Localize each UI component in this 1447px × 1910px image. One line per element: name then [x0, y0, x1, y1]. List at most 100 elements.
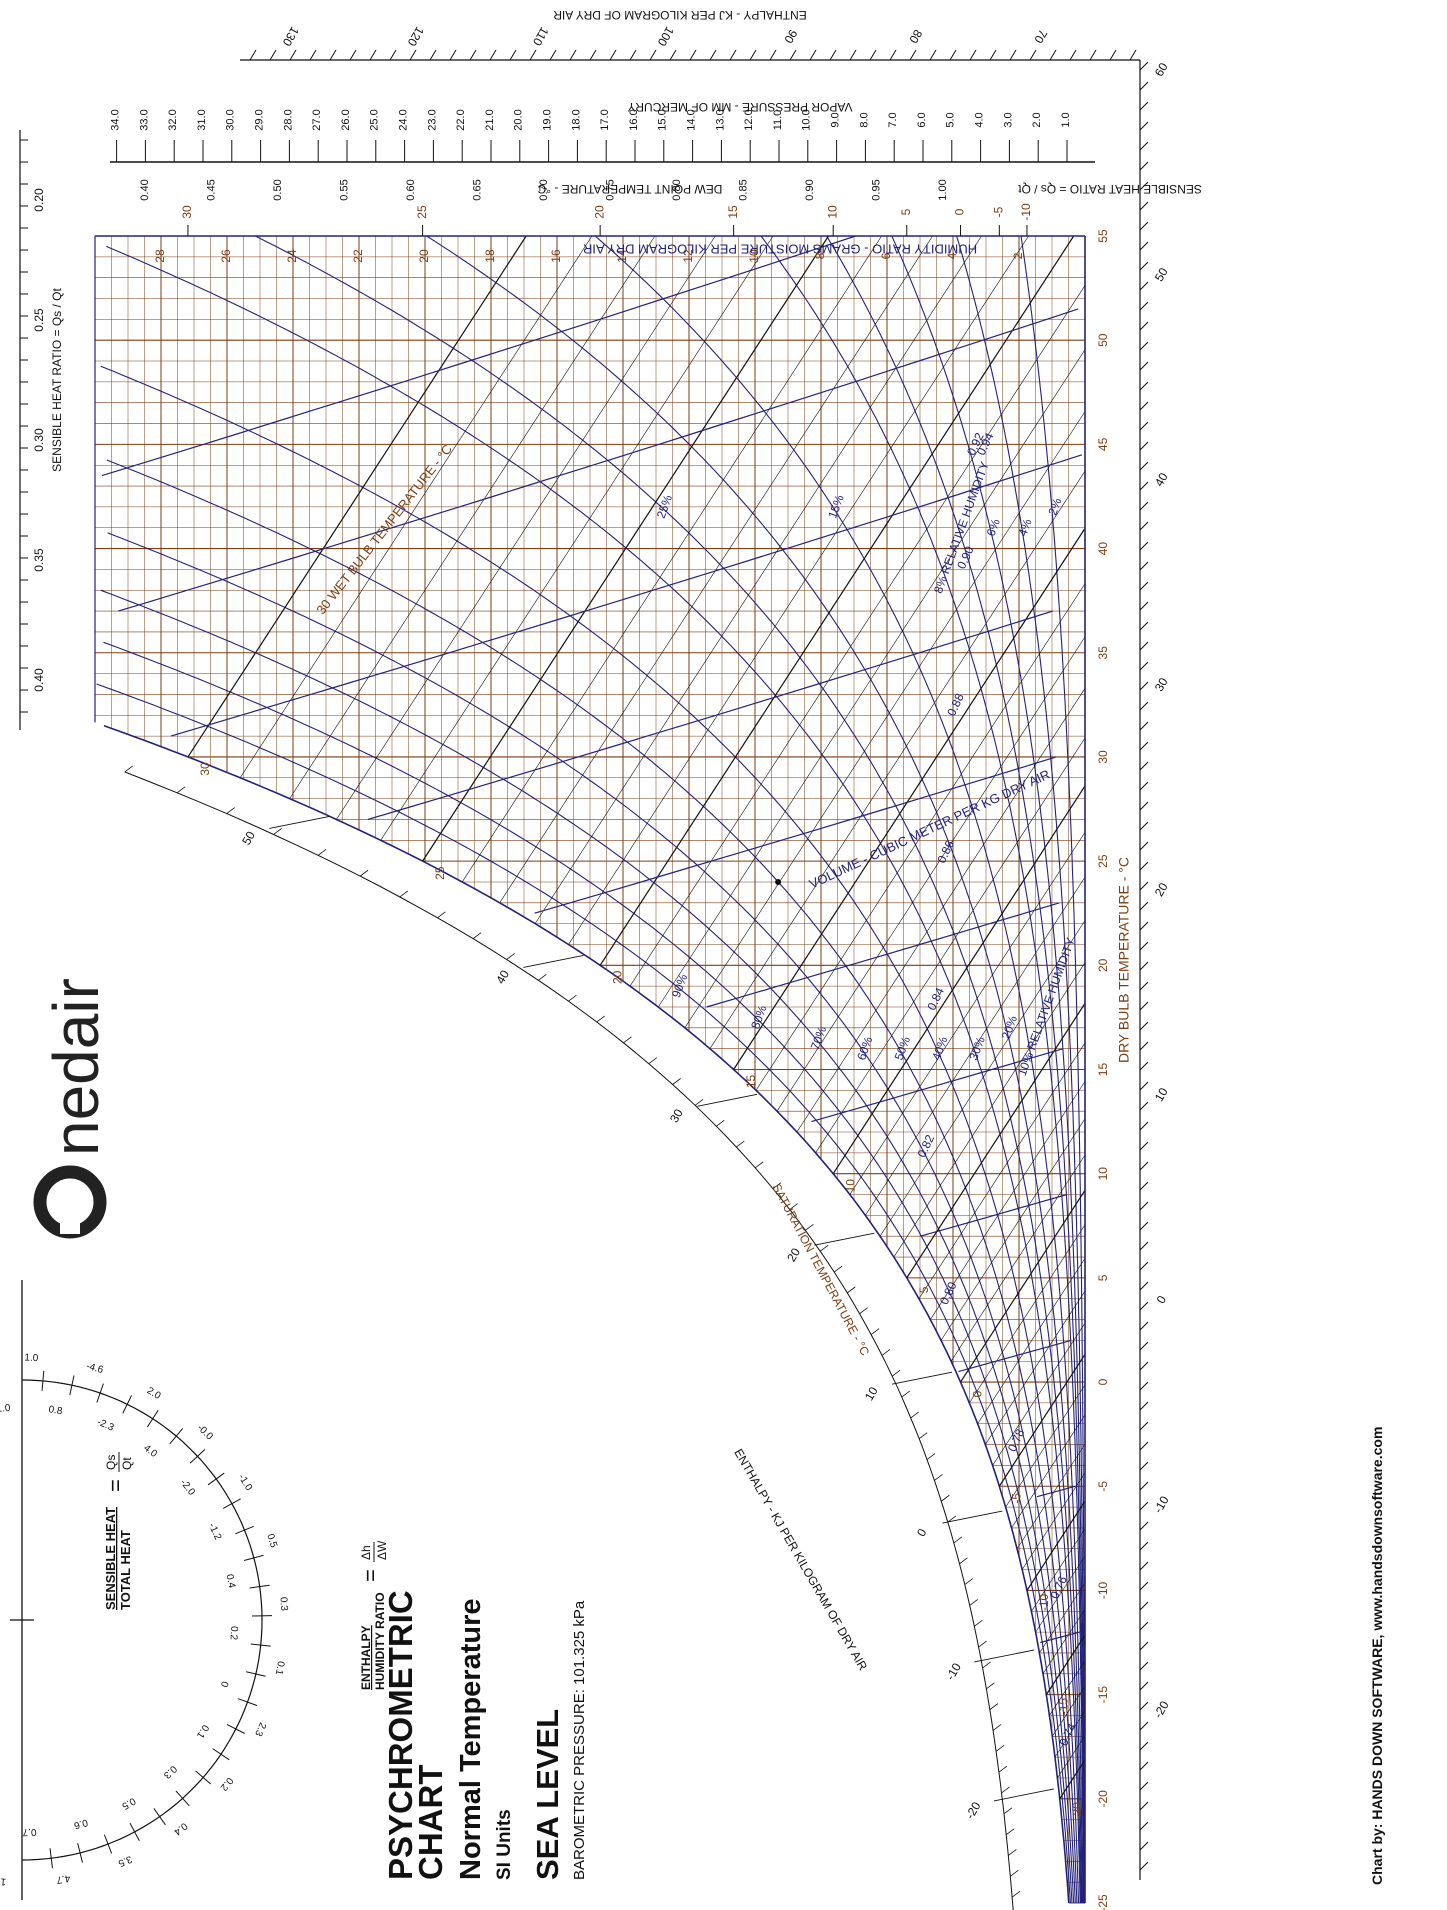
- humidity-ratio-tick-label: 16: [549, 249, 563, 263]
- enthalpy-top-tick-label: 130: [279, 24, 301, 49]
- enthalpy-inner-tick-label: 40: [493, 967, 512, 986]
- protractor-label: 0.8: [48, 1404, 64, 1417]
- enthalpy-top-tick-label: 80: [906, 27, 925, 46]
- wet-bulb-line: [1054, 1710, 1086, 1758]
- enthalpy-outer-tick: [1139, 1301, 1149, 1311]
- enthalpy-top-tick: [529, 49, 537, 61]
- enthalpy-outer-tick: [1139, 1461, 1149, 1471]
- enthalpy-outer-tick: [1139, 501, 1149, 511]
- vapor-pressure-tick-label: 26.0: [340, 109, 352, 130]
- enthalpy-outer-tick: [1139, 1081, 1149, 1091]
- enthalpy-inner-tick: [959, 1557, 968, 1565]
- enthalpy-top-tick: [469, 49, 477, 61]
- enthalpy-outer-tick: [1139, 941, 1149, 951]
- protractor-arc: [21, 1379, 263, 1861]
- enthalpy-inner-tick: [623, 1036, 632, 1044]
- enthalpy-top-tick: [409, 49, 417, 61]
- protractor-label: -2.3: [95, 1417, 116, 1434]
- enthalpy-inner-tick: [833, 1265, 843, 1273]
- enthalpy-inner-tick: [964, 1578, 974, 1585]
- humidity-ratio-tick-label: 8: [813, 252, 827, 259]
- enthalpy-outer-tick-label: 60: [1152, 60, 1171, 79]
- enthalpy-inner-tick: [672, 1078, 681, 1085]
- protractor-label: 0.1: [194, 1722, 211, 1740]
- enthalpy-outer-tick: [1139, 181, 1149, 191]
- saturation-temp-label: -5: [1009, 1493, 1023, 1504]
- dry-bulb-tick-label: 20: [1096, 958, 1110, 972]
- protractor-tick: [146, 1410, 159, 1428]
- relative-humidity-curve: [255, 235, 1082, 1904]
- enthalpy-outer-tick: [1139, 1581, 1149, 1591]
- protractor-label: -0.0: [195, 1423, 215, 1443]
- enthalpy-top-tick: [329, 49, 337, 61]
- protractor-tick: [41, 1370, 45, 1391]
- enthalpy-inner-tick: [941, 1494, 950, 1502]
- dew-point-axis-title: DEW POINT TEMPERATURE - °C: [537, 182, 722, 196]
- enthalpy-inner-tick: [934, 1474, 943, 1481]
- enthalpy-outer-tick: [1139, 841, 1149, 851]
- enthalpy-top-tick: [929, 49, 937, 61]
- volume-tick-label: 0.82: [915, 1132, 938, 1159]
- protractor-label: 0.4: [224, 1573, 237, 1589]
- protractor-tick: [175, 1790, 190, 1807]
- dry-bulb-tick-label: 0: [1096, 1378, 1110, 1385]
- enthalpy-guide-line: [697, 1093, 758, 1107]
- enthalpy-top-tick: [369, 49, 377, 61]
- enthalpy-formula-denominator: HUMIDITY RATIO: [373, 1592, 387, 1690]
- wet-bulb-line: [1011, 1414, 1086, 1529]
- enthalpy-outer-tick: [1139, 1521, 1149, 1531]
- protractor-label: 4.0: [141, 1443, 159, 1460]
- wet-bulb-line: [534, 235, 982, 924]
- protractor-label: 0.2: [217, 1775, 235, 1793]
- enthalpy-inner-tick: [359, 869, 369, 877]
- enthalpy-outer-tick-label: 40: [1152, 470, 1171, 489]
- wet-bulb-line: [998, 1353, 1086, 1487]
- enthalpy-outer-tick: [1139, 701, 1149, 711]
- enthalpy-outer-tick: [1139, 1501, 1149, 1511]
- humidity-ratio-tick-label: 12: [681, 249, 695, 263]
- enthalpy-outer-tick: [1139, 1861, 1149, 1871]
- protractor-label: 3.5: [116, 1853, 134, 1869]
- enthalpy-outer-tick: [1139, 1341, 1149, 1351]
- wet-bulb-line: [1035, 1555, 1086, 1633]
- saturation-temp-label: 0: [971, 1390, 985, 1397]
- relative-humidity-curve: [106, 459, 1078, 1904]
- enthalpy-top-tick: [1049, 49, 1057, 61]
- enthalpy-outer-tick: [1139, 621, 1149, 631]
- enthalpy-outer-tick: [1139, 1101, 1149, 1111]
- humidity-ratio-tick-label: 2: [1011, 252, 1025, 259]
- enthalpy-outer-tick: [1139, 441, 1149, 451]
- relative-humidity-curve: [826, 235, 1085, 1903]
- enthalpy-inner-tick: [506, 953, 515, 960]
- enthalpy-inner-tick: [969, 1599, 978, 1606]
- humidity-ratio-tick-label: 28: [153, 249, 167, 263]
- enthalpy-outer-tick: [1139, 1561, 1149, 1571]
- enthalpy-top-tick: [1089, 49, 1097, 61]
- dew-point-tick-label: 0: [953, 208, 967, 215]
- protractor-tick: [122, 1395, 133, 1414]
- enthalpy-outer-tick: [1139, 1781, 1149, 1791]
- enthalpy-top-tick: [1009, 49, 1017, 61]
- humidity-ratio-tick-label: 10: [747, 249, 761, 263]
- enthalpy-top-tick: [629, 49, 637, 61]
- volume-tick-label: 0.80: [937, 1279, 960, 1306]
- shr-tick-label: 0.85: [737, 179, 749, 200]
- protractor-label: -1.0: [236, 1472, 255, 1493]
- enthalpy-outer-tick: [1139, 1761, 1149, 1771]
- relative-humidity-curve: [1020, 235, 1086, 1903]
- vapor-pressure-tick-label: 11.0: [772, 110, 784, 131]
- enthalpy-inner-tick: [1011, 1890, 1021, 1898]
- relative-humidity-label: 2%: [1045, 496, 1064, 517]
- wet-bulb-line: [709, 470, 1086, 1049]
- enthalpy-top-tick: [769, 49, 777, 61]
- enthalpy-outer-tick: [1139, 781, 1149, 791]
- shr-formula-qs: Qs: [104, 1455, 118, 1470]
- dew-point-tick-label: 15: [726, 205, 740, 219]
- protractor-label: 2.0: [145, 1385, 163, 1402]
- dry-bulb-tick-label: 15: [1096, 1063, 1110, 1077]
- enthalpy-outer-tick: [1139, 1161, 1149, 1171]
- enthalpy-top-tick: [709, 49, 717, 61]
- protractor-label: 0.2: [228, 1626, 240, 1641]
- protractor-tick: [195, 1770, 212, 1785]
